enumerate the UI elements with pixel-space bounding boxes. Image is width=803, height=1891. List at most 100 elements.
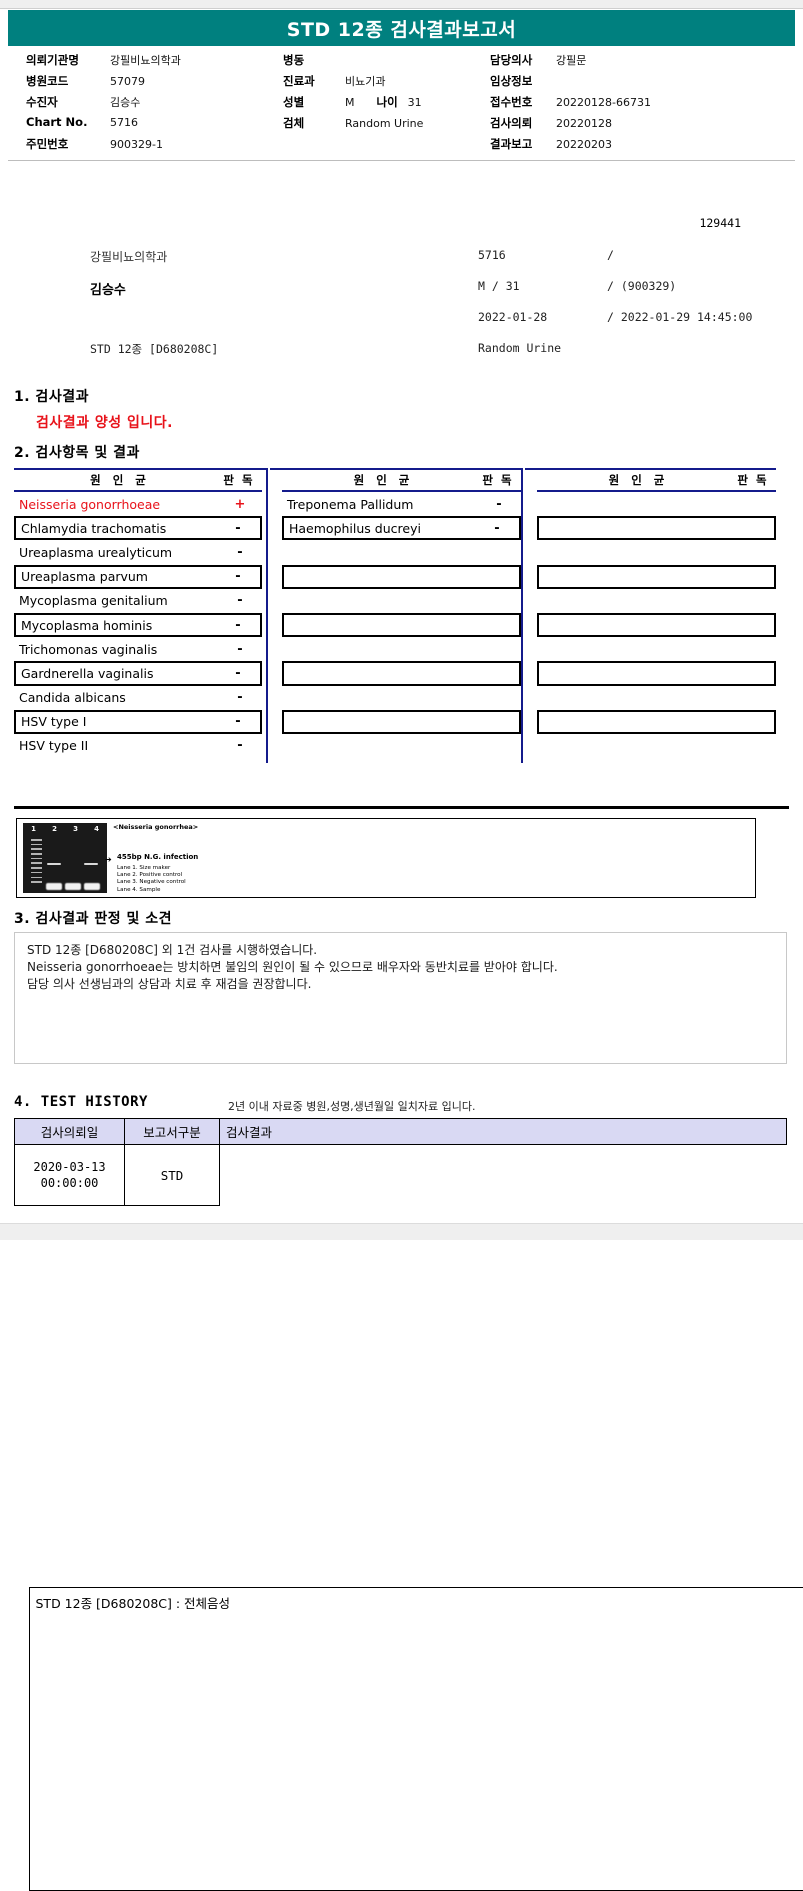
field-label: 의뢰기관명 bbox=[26, 52, 110, 68]
window-top-strip bbox=[0, 0, 803, 9]
organism-name: Gardnerella vaginalis bbox=[16, 666, 216, 681]
summary-patient-name: 김승수 bbox=[90, 279, 126, 298]
field-label: 검체 bbox=[283, 115, 345, 131]
header-field-hospital-code: 병원코드 57079 bbox=[26, 73, 181, 94]
test-history-table: 검사의뢰일 보고서구분 검사결과 2020-03-13 00:00:00 STD… bbox=[14, 1118, 787, 1206]
table-row: Ureaplasma urealyticum - bbox=[14, 540, 262, 564]
gel-arrow-icon: ➔ bbox=[105, 855, 112, 864]
field-label: 접수번호 bbox=[490, 94, 556, 110]
table-row: Mycoplasma genitalium - bbox=[14, 589, 262, 613]
header-field-report-date: 결과보고 20220203 bbox=[490, 136, 651, 157]
organism-result: - bbox=[218, 642, 262, 657]
organism-name: Candida albicans bbox=[14, 690, 218, 705]
patient-summary-row-dates: 2022-01-28 / 2022-01-29 14:45:00 bbox=[0, 310, 803, 341]
field-value: Random Urine bbox=[345, 117, 423, 130]
document-number: 129441 bbox=[0, 216, 741, 230]
history-date: 2020-03-13 bbox=[21, 1159, 118, 1175]
results-column-header: 원 인 균 판 독 bbox=[282, 470, 521, 492]
organism-name: HSV type II bbox=[14, 738, 218, 753]
organism-result: - bbox=[218, 738, 262, 753]
summary-sex-age: M / 31 bbox=[478, 279, 520, 293]
test-history-note: 2년 이내 자료중 병원,성명,생년월일 일치자료 입니다. bbox=[228, 1098, 476, 1114]
results-column-header: 원 인 균 판 독 bbox=[537, 470, 776, 492]
field-label: 병원코드 bbox=[26, 73, 110, 89]
summary-birth: / (900329) bbox=[607, 279, 676, 293]
header-info-block: 의뢰기관명 강필비뇨의학과 병원코드 57079 수진자 김승수 Chart N… bbox=[0, 52, 803, 160]
history-time: 00:00:00 bbox=[21, 1175, 118, 1191]
patient-summary-row-clinic: 강필비뇨의학과 5716 / bbox=[0, 248, 803, 279]
organism-name: Treponema Pallidum bbox=[282, 497, 477, 512]
results-table: 원 인 균 판 독 Neisseria gonorrhoeae + Chlamy… bbox=[14, 468, 789, 763]
header-field-doctor: 담당의사 강필문 bbox=[490, 52, 651, 73]
summary-specimen: Random Urine bbox=[478, 341, 561, 355]
history-header-request-date: 검사의뢰일 bbox=[15, 1119, 125, 1145]
gel-legend-item: Lane 1. Size maker bbox=[117, 865, 186, 872]
table-row bbox=[537, 710, 776, 734]
summary-test-name: STD 12종 [D680208C] bbox=[90, 341, 218, 357]
findings-line: Neisseria gonorrhoeae는 방치하면 불임의 원인이 될 수 … bbox=[27, 959, 774, 976]
gel-band-lane2 bbox=[47, 863, 61, 865]
gel-section-divider bbox=[14, 806, 789, 809]
table-row bbox=[537, 613, 776, 637]
organism-name: Trichomonas vaginalis bbox=[14, 642, 218, 657]
field-label: 담당의사 bbox=[490, 52, 556, 68]
section-1-heading: 1. 검사결과 bbox=[14, 386, 89, 406]
field-label: 주민번호 bbox=[26, 136, 110, 152]
table-row bbox=[537, 686, 776, 710]
organism-name: Chlamydia trachomatis bbox=[16, 521, 216, 536]
findings-line: 담당 의사 선생님과의 상담과 치료 후 재검을 권장합니다. bbox=[27, 976, 774, 993]
header-field-specimen: 검체 Random Urine bbox=[283, 115, 423, 136]
test-history-header-row: 검사의뢰일 보고서구분 검사결과 bbox=[15, 1119, 787, 1145]
page-title: STD 12종 검사결과보고서 bbox=[287, 15, 516, 42]
section-4-heading: 4. TEST HISTORY bbox=[14, 1094, 148, 1110]
history-header-result: 검사결과 bbox=[220, 1119, 787, 1145]
table-row bbox=[537, 734, 776, 758]
table-row: HSV type I - bbox=[14, 710, 262, 734]
results-column-header: 원 인 균 판 독 bbox=[14, 470, 262, 492]
gel-band-label: 455bp N.G. infection bbox=[117, 853, 198, 861]
results-column-2: 원 인 균 판 독 Treponema Pallidum - Haemophil… bbox=[270, 468, 523, 763]
history-cell-type: STD bbox=[125, 1145, 220, 1206]
results-column-3: 원 인 균 판 독 bbox=[525, 468, 776, 763]
field-label: 성별 bbox=[283, 94, 345, 110]
organism-name: Ureaplasma urealyticum bbox=[14, 545, 218, 560]
gel-lane-number: 1 bbox=[23, 825, 44, 833]
gel-size-ladder bbox=[31, 839, 42, 887]
header-field-institution: 의뢰기관명 강필비뇨의학과 bbox=[26, 52, 181, 73]
summary-request-date: 2022-01-28 bbox=[478, 310, 547, 324]
table-row bbox=[537, 516, 776, 540]
organism-name: HSV type I bbox=[16, 714, 216, 729]
table-row: Haemophilus ducreyi - bbox=[282, 516, 521, 540]
organism-result: - bbox=[218, 545, 262, 560]
field-value: 5716 bbox=[110, 116, 138, 129]
table-row bbox=[282, 589, 521, 613]
organism-result: - bbox=[218, 593, 262, 608]
field-value: 20220128-66731 bbox=[556, 96, 651, 109]
summary-chart-no: 5716 bbox=[478, 248, 506, 262]
gel-title-label: <Neisseria gonorrhea> bbox=[113, 823, 198, 831]
results-column-1: 원 인 균 판 독 Neisseria gonorrhoeae + Chlamy… bbox=[14, 468, 268, 763]
field-value: 900329-1 bbox=[110, 138, 163, 151]
organism-result: - bbox=[216, 521, 260, 536]
patient-summary-row-test: STD 12종 [D680208C] Random Urine bbox=[0, 341, 803, 372]
table-row bbox=[537, 540, 776, 564]
field-label: 진료과 bbox=[283, 73, 345, 89]
table-row bbox=[282, 613, 521, 637]
field-value-age: 31 bbox=[408, 96, 422, 109]
field-label: 수진자 bbox=[26, 94, 110, 110]
field-value: M bbox=[345, 96, 355, 109]
column-header-result: 판 독 bbox=[475, 472, 521, 488]
summary-clinic: 강필비뇨의학과 bbox=[90, 248, 167, 265]
table-row: Ureaplasma parvum - bbox=[14, 565, 262, 589]
column-header-organism: 원 인 균 bbox=[282, 472, 475, 488]
report-title-banner: STD 12종 검사결과보고서 bbox=[8, 10, 795, 46]
column-header-result: 판 독 bbox=[730, 472, 776, 488]
gel-legend-item: Lane 4. Sample bbox=[117, 887, 186, 894]
history-cell-result: STD 12종 [D680208C] : 전체음성 bbox=[29, 1587, 803, 1891]
header-field-ward: 병동 bbox=[283, 52, 423, 73]
overall-result-value: 검사결과 양성 입니다. bbox=[36, 412, 173, 432]
gel-primer-blob-lane2 bbox=[46, 883, 62, 890]
gel-legend-item: Lane 2. Positive control bbox=[117, 872, 186, 879]
organism-result: + bbox=[218, 497, 262, 512]
field-value: 20220203 bbox=[556, 138, 612, 151]
